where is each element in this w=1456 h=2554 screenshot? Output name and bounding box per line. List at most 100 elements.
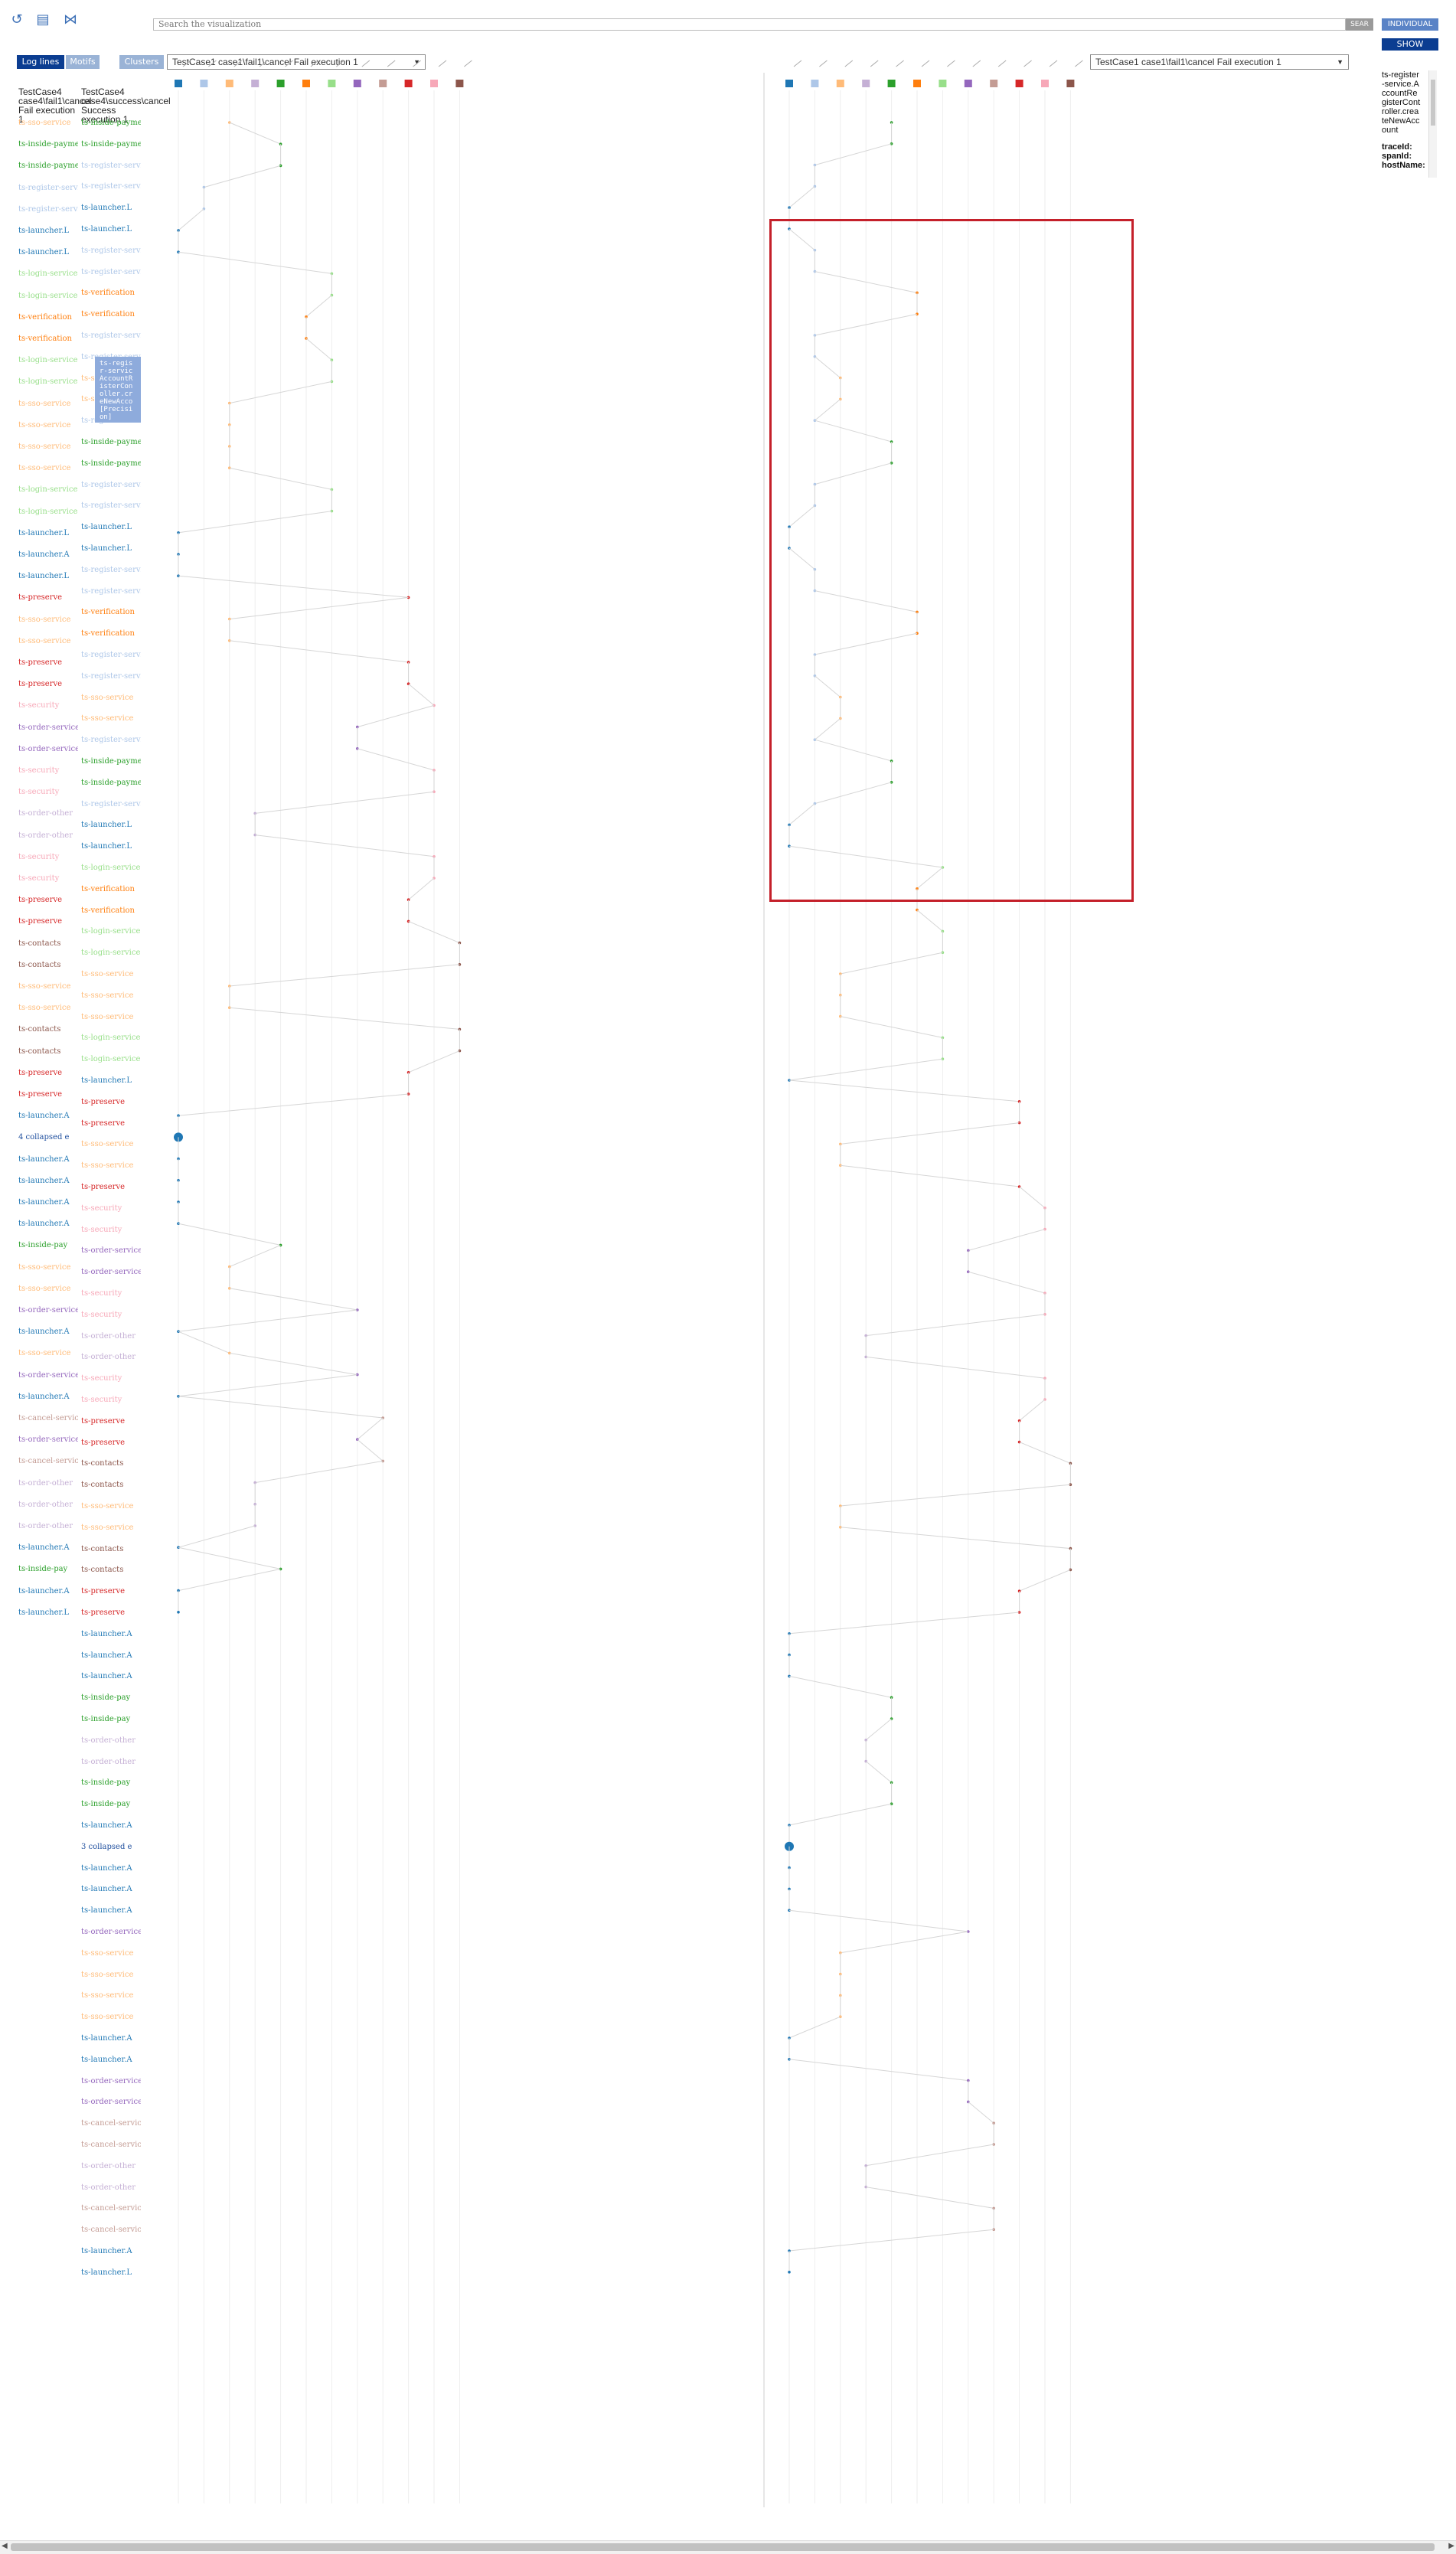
right-log-line[interactable]: ts-cancel-service xyxy=(81,2204,141,2213)
left-log-line[interactable]: ts-sso-service xyxy=(18,1349,71,1358)
right-log-line[interactable]: ts-launcher.L xyxy=(81,544,132,553)
right-log-line[interactable]: ts-sso-service xyxy=(81,1502,134,1511)
info-panel-scrollbar[interactable] xyxy=(1428,70,1437,178)
left-log-line[interactable]: ts-launcher.L xyxy=(18,528,70,537)
right-log-line[interactable]: ts-security xyxy=(81,1225,122,1234)
left-log-line[interactable]: ts-sso-service xyxy=(18,399,71,408)
right-log-line[interactable]: ts-sso-service xyxy=(81,693,134,702)
right-log-line[interactable]: ts-order-service xyxy=(81,1246,141,1256)
search-input[interactable]: Search the visualization xyxy=(153,18,1346,31)
right-log-line[interactable]: 3 collapsed e xyxy=(81,1842,132,1851)
left-log-line[interactable]: ts-login-service xyxy=(18,485,78,495)
right-log-line[interactable]: ts-cancel-service xyxy=(81,2141,141,2149)
right-log-line[interactable]: ts-sso-service xyxy=(81,1970,134,1979)
right-log-line[interactable]: ts-order-other xyxy=(81,1757,135,1766)
right-log-line[interactable]: ts-launcher.A xyxy=(81,2055,132,2064)
right-log-line[interactable]: ts-security xyxy=(81,1374,122,1383)
right-log-line[interactable]: ts-launcher.L xyxy=(81,204,132,213)
left-log-line[interactable]: ts-order-other xyxy=(18,1478,73,1488)
left-log-line[interactable]: ts-security xyxy=(18,852,60,861)
left-log-line[interactable]: ts-launcher.A xyxy=(18,1543,70,1553)
right-log-line[interactable]: ts-sso-service xyxy=(81,2013,134,2022)
right-log-line[interactable]: ts-launcher.A xyxy=(81,1906,132,1916)
right-log-line[interactable]: ts-register-service xyxy=(81,651,141,659)
horizontal-scrollbar[interactable]: ◀ ▶ xyxy=(0,2540,1456,2554)
right-log-line[interactable]: ts-launcher.A xyxy=(81,1672,132,1681)
right-log-line[interactable]: ts-inside-payment xyxy=(81,757,141,766)
right-log-line[interactable]: ts-preserve xyxy=(81,1416,126,1426)
left-log-line[interactable]: ts-login-service xyxy=(18,377,78,387)
right-log-line[interactable]: ts-register-service xyxy=(81,480,141,489)
right-log-line[interactable]: ts-security xyxy=(81,1310,122,1319)
network-icon[interactable]: ⋈ xyxy=(64,11,77,28)
left-log-line[interactable]: ts-order-service xyxy=(18,744,78,753)
right-log-line[interactable]: ts-contacts xyxy=(81,1566,124,1575)
left-log-line[interactable]: ts-order-service xyxy=(18,1306,78,1315)
left-log-line[interactable]: ts-verification xyxy=(18,335,72,343)
right-log-line[interactable]: ts-contacts xyxy=(81,1481,124,1490)
right-log-line[interactable]: ts-launcher.L xyxy=(81,225,132,234)
right-execution-select[interactable]: TestCase1 case1\fail1\cancel Fail execut… xyxy=(1090,54,1349,70)
left-log-line[interactable]: 4 collapsed e xyxy=(18,1133,70,1142)
left-log-line[interactable]: ts-login-service xyxy=(18,291,78,300)
scroll-left-icon[interactable]: ◀ xyxy=(2,2542,8,2550)
left-log-line[interactable]: ts-sso-service xyxy=(18,119,71,127)
search-button[interactable]: SEAR xyxy=(1346,18,1373,31)
right-log-line[interactable]: ts-register-service xyxy=(81,799,141,808)
right-log-line[interactable]: ts-register-service xyxy=(81,586,141,596)
left-log-line[interactable]: ts-contacts xyxy=(18,1047,61,1056)
left-log-line[interactable]: ts-register-service xyxy=(18,183,78,192)
right-log-line[interactable]: ts-cancel-service xyxy=(81,2226,141,2235)
left-log-line[interactable]: ts-security xyxy=(18,788,60,797)
left-log-line[interactable]: ts-launcher.A xyxy=(18,1328,70,1337)
right-log-line[interactable]: ts-contacts xyxy=(81,1459,124,1468)
left-log-line[interactable]: ts-launcher.L xyxy=(18,572,70,581)
right-log-line[interactable]: ts-login-service xyxy=(81,864,141,872)
right-log-line[interactable]: ts-inside-pay xyxy=(81,1800,131,1809)
left-log-line[interactable]: ts-launcher.A xyxy=(18,1586,70,1595)
left-log-line[interactable]: ts-launcher.A xyxy=(18,1220,70,1229)
right-log-line[interactable]: ts-order-service xyxy=(81,1268,141,1277)
left-log-line[interactable]: ts-contacts xyxy=(18,939,61,948)
right-log-line[interactable]: ts-order-other xyxy=(81,1353,135,1362)
left-log-line[interactable]: ts-order-other xyxy=(18,809,73,818)
left-log-line[interactable]: ts-order-service xyxy=(18,1370,78,1380)
right-log-line[interactable]: ts-launcher.A xyxy=(81,2247,132,2255)
right-log-line[interactable]: ts-inside-payment xyxy=(81,459,141,468)
right-log-line[interactable]: ts-launcher.L xyxy=(81,2268,132,2277)
right-log-line[interactable]: ts-sso-service xyxy=(81,1161,134,1171)
left-log-line[interactable]: ts-contacts xyxy=(18,960,61,969)
log-lines-button[interactable]: Log lines xyxy=(17,55,64,69)
left-log-line[interactable]: ts-preserve xyxy=(18,593,63,603)
left-log-line[interactable]: ts-launcher.A xyxy=(18,550,70,559)
left-log-line[interactable]: ts-security xyxy=(18,874,60,883)
right-log-line[interactable]: ts-preserve xyxy=(81,1608,126,1617)
right-log-line[interactable]: ts-launcher.A xyxy=(81,1885,132,1894)
left-log-line[interactable]: ts-inside-pay xyxy=(18,1565,68,1574)
right-log-line[interactable]: ts-launcher.A xyxy=(81,1629,132,1638)
right-log-line[interactable]: ts-login-service xyxy=(81,1055,141,1064)
left-log-line[interactable]: ts-sso-service xyxy=(18,464,71,473)
right-log-line[interactable]: ts-sso-service xyxy=(81,1991,134,2000)
right-log-line[interactable]: ts-order-service xyxy=(81,1928,141,1936)
left-log-line[interactable]: ts-inside-payment xyxy=(18,140,78,149)
left-log-line[interactable]: ts-preserve xyxy=(18,896,63,905)
left-log-line[interactable]: ts-launcher.L xyxy=(18,248,70,257)
right-log-line[interactable]: ts-register-service xyxy=(81,182,141,191)
right-log-line[interactable]: ts-inside-pay xyxy=(81,1778,131,1788)
right-log-line[interactable]: ts-login-service xyxy=(81,1034,141,1043)
left-log-line[interactable]: ts-launcher.L xyxy=(18,1608,70,1617)
right-log-line[interactable]: ts-inside-payment xyxy=(81,119,141,127)
left-log-line[interactable]: ts-sso-service xyxy=(18,636,71,645)
right-log-line[interactable]: ts-register-service xyxy=(81,246,141,255)
right-log-line[interactable]: ts-inside-payment xyxy=(81,139,141,149)
left-log-line[interactable]: ts-sso-service xyxy=(18,420,71,429)
left-log-line[interactable]: ts-login-service xyxy=(18,507,78,516)
left-log-line[interactable]: ts-security xyxy=(18,701,60,710)
right-log-line[interactable]: ts-sso-service xyxy=(81,1523,134,1532)
left-log-line[interactable]: ts-cancel-service xyxy=(18,1457,78,1466)
left-log-line[interactable]: ts-login-service xyxy=(18,356,78,365)
scroll-right-icon[interactable]: ▶ xyxy=(1448,2542,1454,2550)
right-log-line[interactable]: ts-sso-service xyxy=(81,1012,134,1021)
right-log-line[interactable]: ts-order-other xyxy=(81,2161,135,2170)
